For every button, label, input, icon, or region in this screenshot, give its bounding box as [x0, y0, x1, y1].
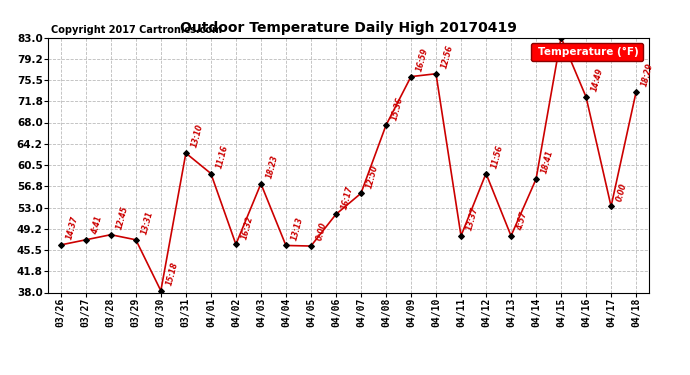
Point: [106, 232, 117, 238]
Text: 13:13: 13:13: [290, 216, 305, 241]
Point: [631, 89, 642, 95]
Legend: Temperature (°F): Temperature (°F): [531, 43, 643, 61]
Point: [506, 233, 517, 239]
Point: [280, 243, 291, 249]
Point: [455, 233, 466, 239]
Point: [531, 176, 542, 182]
Point: [555, 34, 566, 40]
Title: Outdoor Temperature Daily High 20170419: Outdoor Temperature Daily High 20170419: [180, 21, 517, 35]
Text: 12:45: 12:45: [115, 205, 130, 231]
Text: 13:31: 13:31: [140, 210, 155, 236]
Text: 11:16: 11:16: [215, 144, 230, 170]
Point: [80, 237, 91, 243]
Text: 18:41: 18:41: [540, 150, 555, 175]
Point: [206, 171, 217, 177]
Text: 12:56: 12:56: [440, 44, 455, 70]
Point: [130, 237, 141, 243]
Point: [155, 288, 166, 294]
Point: [355, 190, 366, 196]
Text: 13:37: 13:37: [465, 206, 480, 232]
Text: 15:18: 15:18: [165, 261, 180, 286]
Point: [406, 74, 417, 80]
Text: 16:17: 16:17: [340, 184, 355, 210]
Text: 18:29: 18:29: [640, 62, 656, 88]
Point: [331, 211, 342, 217]
Text: 14:37: 14:37: [65, 215, 80, 241]
Point: [380, 122, 391, 128]
Point: [230, 242, 241, 248]
Point: [255, 181, 266, 187]
Text: 4:41: 4:41: [90, 215, 104, 236]
Text: Copyright 2017 Cartronics.com: Copyright 2017 Cartronics.com: [51, 25, 222, 35]
Point: [480, 171, 491, 177]
Text: 14:49: 14:49: [590, 68, 605, 93]
Point: [606, 203, 617, 209]
Point: [431, 71, 442, 77]
Text: 0:00: 0:00: [315, 221, 328, 242]
Point: [306, 243, 317, 249]
Point: [580, 94, 591, 100]
Text: 0:00: 0:00: [615, 182, 629, 202]
Text: 11:56: 11:56: [490, 144, 505, 170]
Text: 4:57: 4:57: [515, 211, 529, 232]
Text: 15:36: 15:36: [390, 96, 405, 121]
Text: 13:10: 13:10: [190, 123, 205, 149]
Point: [180, 150, 191, 156]
Text: 16:59: 16:59: [415, 47, 430, 72]
Text: 18:23: 18:23: [265, 154, 280, 180]
Text: 16:32: 16:32: [240, 214, 255, 240]
Point: [55, 242, 66, 248]
Text: 12:50: 12:50: [365, 164, 380, 189]
